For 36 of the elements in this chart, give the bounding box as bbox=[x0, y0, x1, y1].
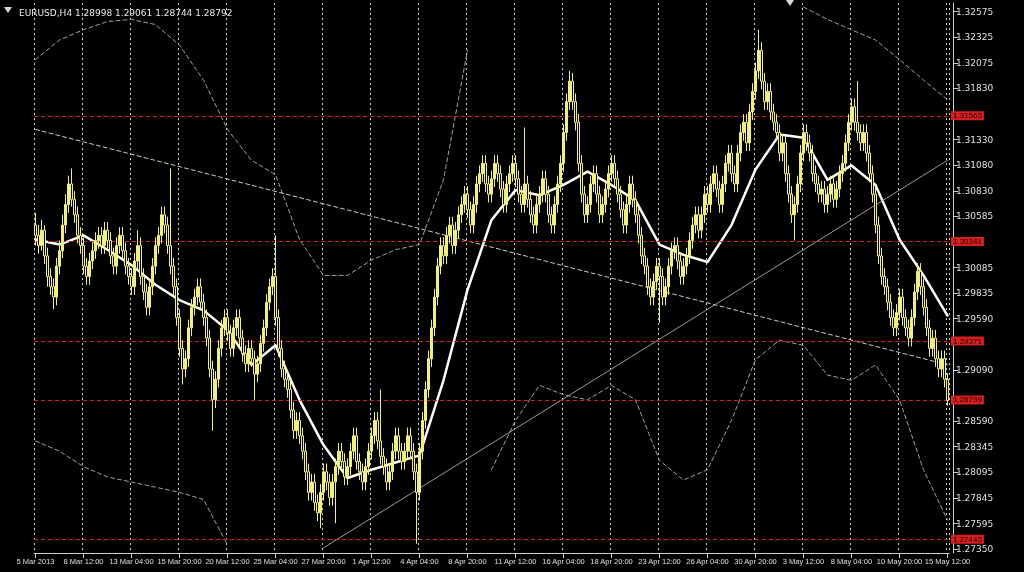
ref-line-label: 1.30341 bbox=[953, 236, 983, 246]
candlestick bbox=[451, 216, 454, 255]
y-tick-label: 1.32075 bbox=[956, 58, 994, 69]
y-tick-label: 1.27350 bbox=[956, 543, 994, 554]
candlestick bbox=[100, 226, 103, 255]
ref-line-label: 1.28799 bbox=[953, 395, 983, 405]
candlestick bbox=[832, 175, 835, 209]
line-series bbox=[803, 6, 948, 101]
line-series bbox=[35, 440, 228, 546]
y-tick-label: 1.28095 bbox=[956, 467, 994, 478]
y-tick-label: 1.30085 bbox=[956, 262, 994, 273]
y-tick-label: 1.32575 bbox=[956, 6, 994, 17]
y-tick-label: 1.30585 bbox=[956, 211, 994, 222]
candlestick bbox=[523, 126, 526, 214]
ref-line-label: 1.29371 bbox=[953, 336, 983, 346]
y-tick-label: 1.28345 bbox=[956, 441, 994, 452]
y-tick-label: 1.27845 bbox=[956, 493, 994, 503]
y-tick-label: 1.31830 bbox=[956, 83, 994, 94]
candlestick bbox=[823, 180, 826, 214]
text: EURUSD,H4 1.28998 1.29061 1.28744 1.28792 bbox=[19, 7, 233, 18]
y-tick-label: 1.30830 bbox=[956, 186, 994, 197]
candlestick bbox=[697, 206, 700, 239]
candlestick bbox=[103, 221, 106, 255]
y-tick-label: 1.29590 bbox=[956, 313, 994, 324]
ref-line-label: 1.27443 bbox=[953, 534, 983, 544]
y-tick-label: 1.32325 bbox=[956, 32, 994, 43]
y-tick-label: 1.31080 bbox=[956, 160, 994, 171]
y-tick-label: 1.27595 bbox=[956, 518, 994, 529]
line-series bbox=[35, 18, 468, 276]
y-tick-label: 1.28590 bbox=[956, 416, 994, 427]
y-tick-label: 1.29090 bbox=[956, 365, 994, 376]
ref-line-label: 1.31563 bbox=[953, 111, 983, 121]
candlestick bbox=[658, 257, 661, 324]
y-tick-label: 1.31330 bbox=[956, 134, 994, 145]
candlestick bbox=[247, 339, 250, 373]
y-tick-label: 1.29835 bbox=[956, 288, 994, 299]
